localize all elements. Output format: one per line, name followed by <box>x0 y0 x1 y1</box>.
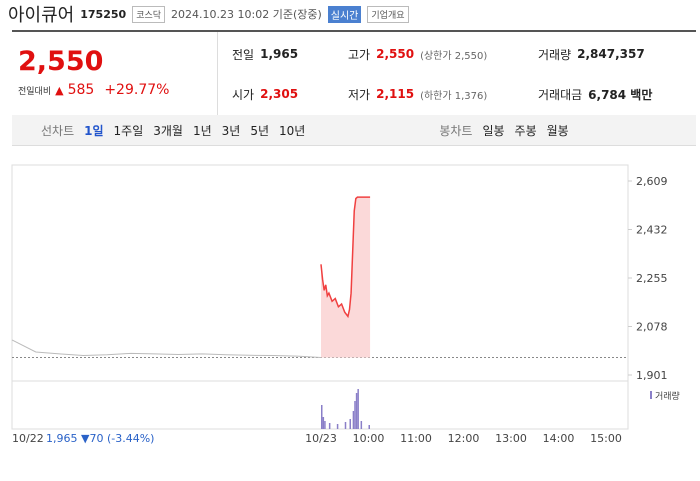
stat: 저가 2,115 (하한가 1,376) <box>348 84 487 104</box>
tab[interactable]: 1주일 <box>113 123 144 138</box>
y-tick-label: 1,901 <box>636 369 668 382</box>
y-tick-label: 2,609 <box>636 175 668 188</box>
chart-tabs: 선차트 1일 1주일 3개월 1년 3년 5년 10년 봉차트 일봉 주봉 월봉 <box>12 115 696 146</box>
stat-extra: (하한가 1,376) <box>420 90 488 102</box>
y-tick-label: 2,078 <box>636 321 668 334</box>
chart: 2,609 2,432 2,255 2,078 1,901 10/22 10/23 10:00… <box>11 164 680 445</box>
stat-value: 2,550 <box>376 47 415 61</box>
up-icon: ▲ <box>55 83 64 97</box>
price-panel: 2,550 전일대비 ▲ 585 +29.77% <box>12 32 218 116</box>
x-tick-label: 14:00 <box>543 432 575 445</box>
tab-label: 봉차트 <box>439 123 473 138</box>
stat-label: 거래량 <box>538 47 572 62</box>
stat-label: 시가 <box>232 87 255 102</box>
header: 아이큐어 175250 코스닥 2024.10.23 10:02 기준(장중) … <box>8 2 409 26</box>
summary: 2,550 전일대비 ▲ 585 +29.77% 전일 1,965 고가 2,550 (상한가… <box>12 30 696 117</box>
change: 전일대비 ▲ 585 +29.77% <box>18 82 169 98</box>
x-tick-label: 13:00 <box>495 432 527 445</box>
stat-value: 2,115 <box>376 87 415 101</box>
change-label: 전일대비 <box>18 86 52 97</box>
change-value: 585 <box>67 82 95 98</box>
volume-legend: 거래량 <box>655 390 680 402</box>
stat: 전일 1,965 <box>232 44 298 64</box>
stat-value: 2,847,357 <box>577 47 645 61</box>
volume-bar <box>354 401 356 429</box>
stat-value: 2,305 <box>260 87 299 101</box>
x-tick-label: 12:00 <box>448 432 480 445</box>
x-tick-label: 10:00 <box>353 432 385 445</box>
prev-change: ▼70 <box>81 432 103 445</box>
volume-bar <box>336 424 339 429</box>
plot-frame <box>11 164 629 382</box>
market: 코스닥 <box>132 5 166 23</box>
x-tick-label: 15:00 <box>590 432 622 445</box>
stat-value: 6,784 백만 <box>588 87 653 102</box>
volume-bar <box>360 421 363 429</box>
change-pct: +29.77% <box>104 82 170 98</box>
tab[interactable]: 3개월 <box>153 123 183 138</box>
tab[interactable]: 5년 <box>250 123 270 138</box>
volume-legend-mark <box>650 391 652 399</box>
x-tick-label: 10/22 <box>12 432 44 445</box>
stat-label: 저가 <box>348 87 371 102</box>
stat: 시가 2,305 <box>232 84 298 104</box>
stock-name: 아이큐어 <box>8 5 75 26</box>
volume-bar <box>355 393 358 429</box>
stat: 거래대금 6,784 백만 <box>538 84 652 104</box>
tab[interactable]: 1년 <box>192 123 212 138</box>
stat-value: 1,965 <box>260 47 299 61</box>
stat-label: 거래대금 <box>538 87 583 102</box>
prev-pct: (-3.44%) <box>107 432 155 445</box>
volume-frame <box>11 380 629 430</box>
volume-bar <box>321 405 323 429</box>
area <box>321 197 371 358</box>
volume-bar <box>349 419 351 429</box>
current-price: 2,550 <box>18 46 104 77</box>
y-tick-label: 2,432 <box>636 224 668 237</box>
tab[interactable]: 1일 <box>84 123 104 138</box>
volume-bar <box>328 423 331 429</box>
tab[interactable]: 월봉 <box>546 123 569 138</box>
x-tick-label: 10/23 <box>305 432 337 445</box>
prev-info: 1,965 ▼70 (-3.44%) <box>46 432 154 445</box>
price-line <box>320 196 371 319</box>
realtime-button[interactable]: 실시간 <box>327 5 362 23</box>
volume-bar <box>324 421 326 429</box>
datetime: 2024.10.23 10:02 기준(장중) <box>171 8 322 21</box>
stat: 거래량 2,847,357 <box>538 44 645 64</box>
stat-label: 고가 <box>348 47 371 62</box>
stat-extra: (상한가 2,550) <box>420 50 488 62</box>
volume-bar <box>344 422 347 429</box>
volume-bar <box>368 425 370 429</box>
prev-price: 1,965 <box>46 432 78 445</box>
price-line <box>11 339 322 358</box>
volume-bar <box>357 389 359 429</box>
company-button[interactable]: 기업개요 <box>367 5 409 23</box>
stat-label: 전일 <box>232 47 255 62</box>
y-tick-label: 2,255 <box>636 272 668 285</box>
volume-bar <box>352 411 355 429</box>
stats: 전일 1,965 고가 2,550 (상한가 2,550) 거래량 2,847,357 시가 2… <box>218 32 696 116</box>
tab[interactable]: 주봉 <box>514 123 537 138</box>
tab[interactable]: 일봉 <box>482 123 505 138</box>
stat: 고가 2,550 (상한가 2,550) <box>348 44 487 64</box>
tab[interactable]: 10년 <box>279 123 306 138</box>
x-tick-label: 11:00 <box>400 432 432 445</box>
volume-bar <box>322 417 325 429</box>
stock-code: 175250 <box>80 7 127 21</box>
tab-label: 선차트 <box>41 123 75 138</box>
tab[interactable]: 3년 <box>221 123 241 138</box>
